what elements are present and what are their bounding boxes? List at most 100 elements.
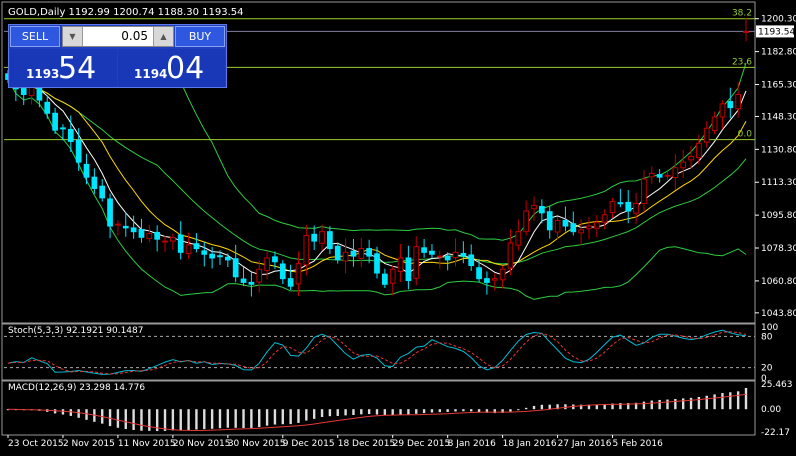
candle-body xyxy=(452,251,459,259)
y-tick-label: 1043.80 xyxy=(761,309,796,319)
macd-histogram-bar xyxy=(171,409,175,431)
lot-size-value[interactable]: 0.05 xyxy=(121,29,148,43)
candle-body xyxy=(138,228,145,238)
macd-label: MACD(12,26,9) 23.298 14.776 xyxy=(8,383,145,393)
macd-histogram-bar xyxy=(470,409,473,412)
macd-histogram-bar xyxy=(477,409,481,413)
candle-body xyxy=(672,167,679,179)
macd-histogram-bar xyxy=(203,409,206,430)
y-tick-label: 1078.30 xyxy=(761,244,796,254)
candle-body xyxy=(641,178,647,204)
macd-histogram-bar xyxy=(391,409,394,416)
fib-level-label: 38.2 xyxy=(732,9,752,19)
macd-histogram-bar xyxy=(454,409,457,412)
macd-histogram-bar xyxy=(689,397,693,410)
macd-histogram-bar xyxy=(721,393,724,410)
candle-body xyxy=(711,116,718,132)
candle-body xyxy=(436,255,443,258)
candle-body xyxy=(334,245,341,261)
current-price-tag xyxy=(756,25,794,38)
candle-body xyxy=(381,273,388,285)
candle-body xyxy=(319,231,325,244)
macd-histogram-bar xyxy=(320,409,324,417)
candle-body xyxy=(719,103,726,118)
stoch-signal-line xyxy=(7,331,747,375)
macd-histogram-bar xyxy=(729,392,732,410)
macd-histogram-bar xyxy=(297,409,300,423)
lot-decrease-icon[interactable]: ▼ xyxy=(63,27,83,46)
buy-price-minor: 04 xyxy=(166,51,205,86)
candle-body xyxy=(91,176,98,189)
candle-body xyxy=(130,227,137,233)
macd-histogram-bar xyxy=(415,409,418,414)
axes: 1200.30 1182.80 1165.30 1148.30 1130.80 1113.… xyxy=(7,15,796,449)
candle-body xyxy=(601,214,608,223)
candle-body xyxy=(295,263,302,285)
macd-histogram-bar xyxy=(548,404,551,410)
macd-histogram-bar xyxy=(61,409,65,415)
macd-histogram-bar xyxy=(422,409,426,414)
candle-body xyxy=(240,278,247,283)
macd-histogram-bar xyxy=(446,409,449,412)
y-tick-label: 1060.80 xyxy=(761,277,796,287)
candle-body xyxy=(248,281,255,285)
candle-body xyxy=(546,211,553,231)
candle-body xyxy=(44,101,51,114)
lot-increase-icon[interactable]: ▲ xyxy=(153,27,173,46)
candle-body xyxy=(224,256,231,261)
candle-body xyxy=(303,234,310,266)
candle-body xyxy=(193,243,200,250)
sell-price-display[interactable]: 1193 54 xyxy=(10,49,117,87)
candle-body xyxy=(680,161,687,169)
candle-body xyxy=(444,255,451,261)
macd-histogram-bar xyxy=(265,409,269,426)
sell-button[interactable]: SELL xyxy=(10,26,60,47)
macd-histogram-bar xyxy=(407,409,410,416)
candle-body xyxy=(648,172,655,178)
macd-histogram-bar xyxy=(148,409,151,431)
candle-body xyxy=(491,278,498,281)
candle-body xyxy=(413,246,420,279)
buy-button[interactable]: BUY xyxy=(175,26,225,47)
macd-histogram-bar xyxy=(713,394,716,410)
candle-body xyxy=(405,257,412,282)
candle-body xyxy=(664,174,671,177)
candle-body xyxy=(539,205,545,214)
macd-histogram-bar xyxy=(658,399,661,410)
macd-histogram-bar xyxy=(540,404,544,410)
macd-histogram-bar xyxy=(155,409,159,432)
macd-histogram-bar xyxy=(611,403,614,410)
macd-histogram-bar xyxy=(132,409,135,430)
macd-histogram-bar xyxy=(195,409,198,430)
macd-histogram-bar xyxy=(595,404,599,410)
candle-body xyxy=(633,202,639,214)
candle-body xyxy=(75,139,82,163)
candle-body xyxy=(366,248,373,257)
buy-price-display[interactable]: 1194 04 xyxy=(118,49,225,87)
candle-body xyxy=(421,247,427,253)
y-tick-label: 1165.30 xyxy=(761,80,796,90)
candle-body xyxy=(468,254,475,266)
candle-body xyxy=(201,250,208,255)
candle-body xyxy=(272,256,278,263)
x-tick-label: 8 Jan 2016 xyxy=(448,439,496,449)
macd-tick-label: 25.463 xyxy=(761,380,793,390)
lot-size-input[interactable]: ▼ 0.05 ▲ xyxy=(62,26,174,47)
candle-body xyxy=(515,231,522,246)
x-tick-label: 29 Dec 2015 xyxy=(393,439,451,449)
candle-body xyxy=(688,155,694,161)
candle-body xyxy=(170,236,176,242)
x-tick-label: 20 Nov 2015 xyxy=(173,439,231,449)
stoch-tick-label: 100 xyxy=(761,323,778,333)
candle-body xyxy=(107,198,113,227)
candle-body xyxy=(350,250,357,257)
moving-average-slow-line xyxy=(7,78,747,273)
macd-histogram-bar xyxy=(250,409,253,428)
macd-histogram-bar xyxy=(603,404,606,410)
sell-price-major: 1193 xyxy=(26,67,60,81)
macd-histogram-bar xyxy=(242,409,245,428)
candle-body xyxy=(735,93,742,110)
macd-histogram-bar xyxy=(226,409,230,428)
candle-body xyxy=(743,30,749,33)
